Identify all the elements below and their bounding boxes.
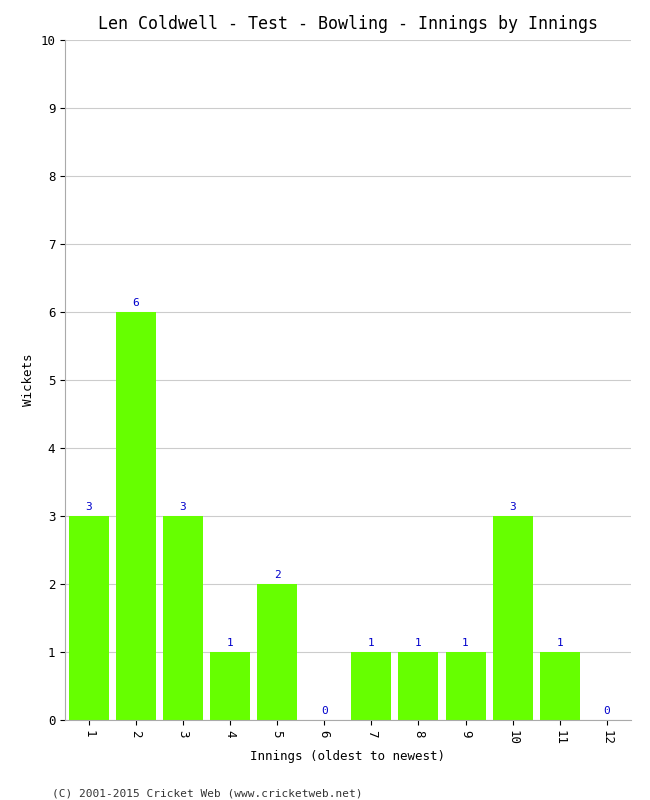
Bar xyxy=(162,516,203,720)
Bar xyxy=(493,516,533,720)
Bar xyxy=(351,652,391,720)
Text: 1: 1 xyxy=(556,638,563,648)
Text: 0: 0 xyxy=(321,706,328,716)
Bar xyxy=(210,652,250,720)
Bar xyxy=(116,312,156,720)
Text: (C) 2001-2015 Cricket Web (www.cricketweb.net): (C) 2001-2015 Cricket Web (www.cricketwe… xyxy=(52,788,363,798)
Text: 0: 0 xyxy=(604,706,610,716)
Bar xyxy=(257,584,297,720)
Text: 3: 3 xyxy=(85,502,92,512)
Text: 1: 1 xyxy=(368,638,374,648)
Text: 1: 1 xyxy=(462,638,469,648)
Text: 2: 2 xyxy=(274,570,280,580)
Y-axis label: Wickets: Wickets xyxy=(21,354,34,406)
Bar xyxy=(68,516,109,720)
Text: 3: 3 xyxy=(510,502,516,512)
X-axis label: Innings (oldest to newest): Innings (oldest to newest) xyxy=(250,750,445,763)
Text: 3: 3 xyxy=(179,502,186,512)
Text: 1: 1 xyxy=(227,638,233,648)
Bar xyxy=(540,652,580,720)
Text: 1: 1 xyxy=(415,638,422,648)
Title: Len Coldwell - Test - Bowling - Innings by Innings: Len Coldwell - Test - Bowling - Innings … xyxy=(98,15,598,33)
Bar xyxy=(398,652,439,720)
Bar xyxy=(445,652,486,720)
Text: 6: 6 xyxy=(133,298,139,308)
